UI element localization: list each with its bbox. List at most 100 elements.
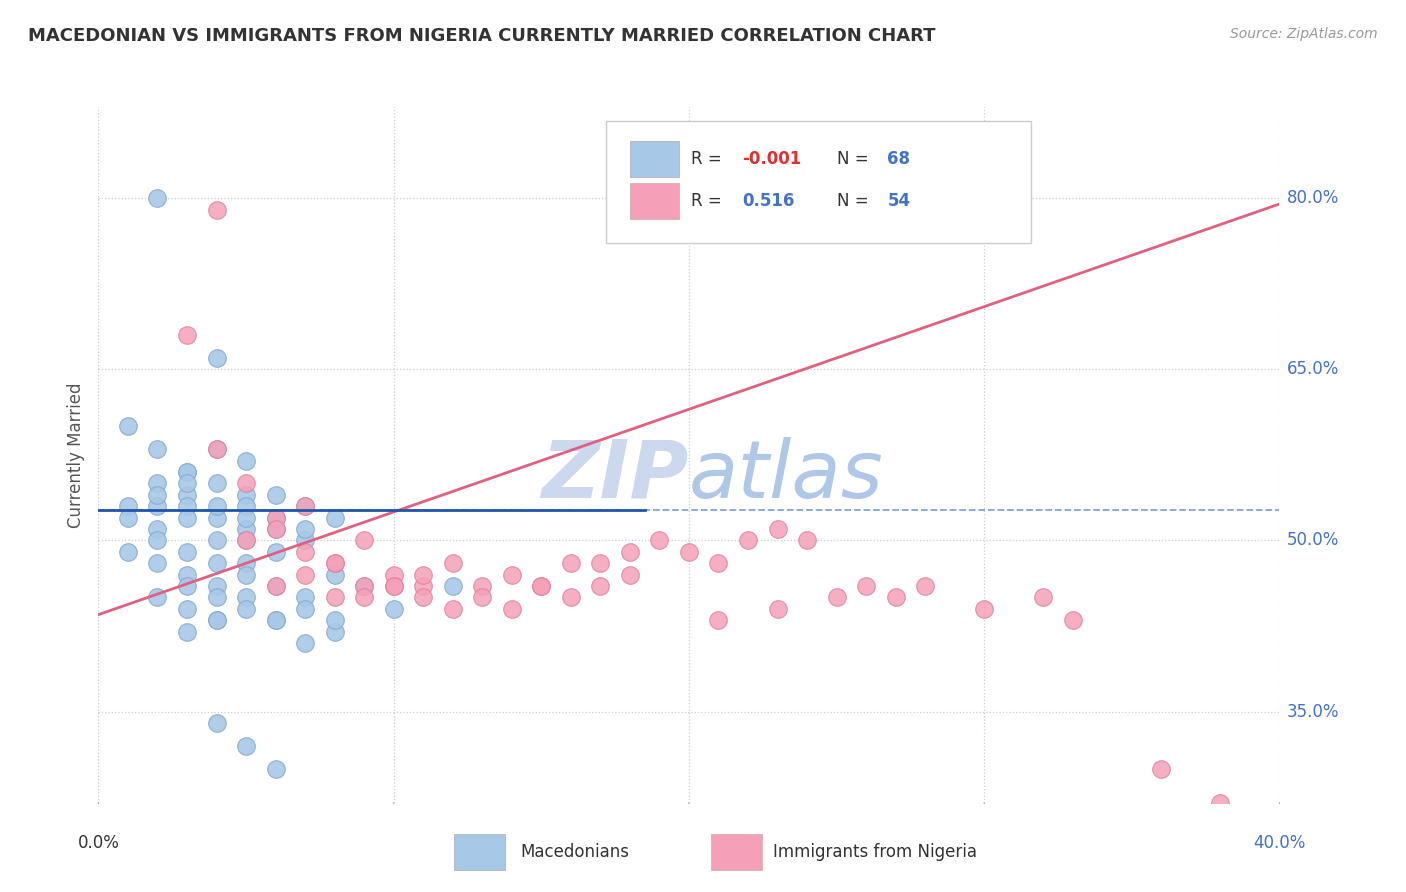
- Point: [205, 613, 228, 627]
- Point: [117, 510, 139, 524]
- Point: [205, 500, 228, 514]
- Point: [323, 556, 346, 570]
- Point: [796, 533, 818, 548]
- Point: [205, 613, 228, 627]
- Point: [323, 591, 346, 605]
- Point: [235, 739, 257, 753]
- Point: [235, 488, 257, 502]
- Point: [323, 624, 346, 639]
- Point: [294, 567, 316, 582]
- Point: [264, 579, 287, 593]
- Point: [353, 579, 375, 593]
- Text: Immigrants from Nigeria: Immigrants from Nigeria: [773, 843, 977, 861]
- Text: 65.0%: 65.0%: [1286, 360, 1339, 378]
- Point: [205, 591, 228, 605]
- Point: [323, 510, 346, 524]
- Point: [264, 762, 287, 776]
- Point: [146, 556, 169, 570]
- Point: [323, 613, 346, 627]
- Point: [884, 591, 907, 605]
- Point: [264, 613, 287, 627]
- Point: [176, 545, 198, 559]
- Point: [412, 591, 434, 605]
- Point: [441, 579, 464, 593]
- Point: [441, 602, 464, 616]
- Text: 80.0%: 80.0%: [1286, 189, 1339, 207]
- Point: [707, 613, 730, 627]
- Text: N =: N =: [837, 150, 873, 169]
- Point: [353, 591, 375, 605]
- Point: [235, 522, 257, 536]
- Text: -0.001: -0.001: [742, 150, 801, 169]
- Text: 54: 54: [887, 192, 911, 210]
- Point: [235, 602, 257, 616]
- FancyBboxPatch shape: [630, 183, 679, 219]
- Text: 50.0%: 50.0%: [1286, 532, 1339, 549]
- Point: [264, 613, 287, 627]
- Point: [825, 591, 848, 605]
- Point: [235, 453, 257, 467]
- Point: [146, 591, 169, 605]
- Point: [264, 488, 287, 502]
- Point: [205, 579, 228, 593]
- Point: [560, 556, 582, 570]
- FancyBboxPatch shape: [630, 141, 679, 178]
- Point: [441, 556, 464, 570]
- Point: [235, 476, 257, 491]
- Text: Source: ZipAtlas.com: Source: ZipAtlas.com: [1230, 27, 1378, 41]
- Text: 40.0%: 40.0%: [1253, 834, 1306, 852]
- Point: [1150, 762, 1173, 776]
- Point: [176, 476, 198, 491]
- Point: [766, 522, 789, 536]
- Point: [205, 510, 228, 524]
- Point: [176, 510, 198, 524]
- Point: [176, 624, 198, 639]
- Y-axis label: Currently Married: Currently Married: [67, 382, 86, 528]
- Point: [855, 579, 877, 593]
- Text: ZIP: ZIP: [541, 437, 689, 515]
- Point: [678, 545, 700, 559]
- Point: [1032, 591, 1054, 605]
- Text: 68: 68: [887, 150, 910, 169]
- Point: [737, 533, 759, 548]
- Point: [412, 579, 434, 593]
- Point: [235, 510, 257, 524]
- Point: [117, 545, 139, 559]
- Point: [146, 476, 169, 491]
- Point: [205, 202, 228, 217]
- Point: [176, 567, 198, 582]
- Point: [176, 500, 198, 514]
- Point: [382, 567, 405, 582]
- Point: [471, 579, 494, 593]
- Text: 35.0%: 35.0%: [1286, 703, 1339, 721]
- Point: [146, 500, 169, 514]
- Point: [382, 579, 405, 593]
- Point: [176, 602, 198, 616]
- Text: N =: N =: [837, 192, 873, 210]
- Point: [619, 567, 641, 582]
- Point: [146, 522, 169, 536]
- Point: [530, 579, 553, 593]
- Point: [382, 602, 405, 616]
- Point: [146, 488, 169, 502]
- Point: [205, 351, 228, 365]
- Point: [146, 191, 169, 205]
- Point: [530, 579, 553, 593]
- Point: [353, 579, 375, 593]
- Point: [294, 602, 316, 616]
- Point: [294, 500, 316, 514]
- Text: R =: R =: [692, 150, 727, 169]
- Point: [264, 522, 287, 536]
- Point: [205, 476, 228, 491]
- Point: [382, 579, 405, 593]
- Point: [235, 556, 257, 570]
- Point: [117, 500, 139, 514]
- Point: [294, 500, 316, 514]
- Point: [560, 591, 582, 605]
- Point: [323, 567, 346, 582]
- Point: [471, 591, 494, 605]
- Point: [1209, 796, 1232, 810]
- FancyBboxPatch shape: [606, 121, 1032, 243]
- Point: [264, 510, 287, 524]
- Point: [205, 556, 228, 570]
